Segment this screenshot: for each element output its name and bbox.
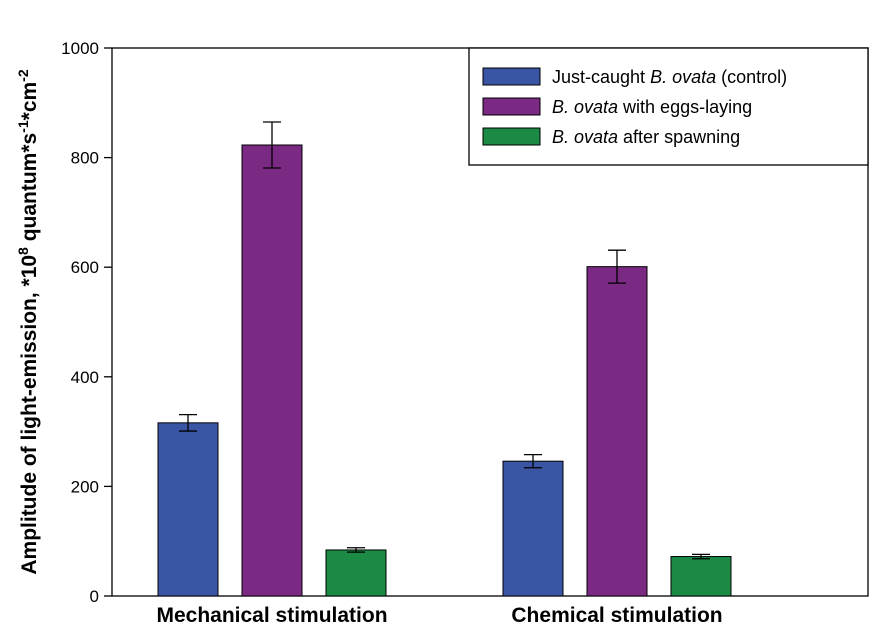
y-tick-label-600: 600 [71, 258, 99, 277]
legend-swatch-2 [482, 127, 541, 146]
bar-0-0 [157, 422, 219, 597]
bar-0-1 [241, 144, 303, 597]
legend-label-2: B. ovata after spawning [552, 127, 740, 147]
y-tick-label-800: 800 [71, 149, 99, 168]
error-bar-0-0 [179, 413, 197, 432]
x-category-label-0: Mechanical stimulation [156, 604, 387, 627]
error-bar-0-2 [347, 547, 365, 553]
bar-0-2 [325, 549, 387, 597]
x-axis-labels: Mechanical stimulation Chemical stimulati… [156, 604, 722, 627]
y-tick-label-1000: 1000 [61, 39, 99, 58]
bar-1-0 [502, 460, 564, 597]
legend: Just-caught B. ovata (control) B. ovata w… [468, 47, 869, 166]
y-tick-label-400: 400 [71, 368, 99, 387]
legend-label-1: B. ovata with eggs-laying [552, 97, 752, 117]
error-bar-1-0 [524, 453, 542, 469]
error-bar-1-2 [692, 553, 710, 560]
bar-1-1 [586, 266, 648, 597]
error-bar-1-1 [608, 249, 626, 284]
bar-1-2 [670, 556, 732, 597]
x-category-label-1: Chemical stimulation [511, 604, 722, 627]
y-tick-label-200: 200 [71, 477, 99, 496]
y-axis-label: Amplitude of light-emission, *108 quantu… [15, 69, 41, 574]
error-bar-0-1 [263, 121, 281, 169]
legend-label-0: Just-caught B. ovata (control) [552, 67, 787, 87]
legend-swatch-1 [482, 97, 541, 116]
bars [157, 121, 732, 597]
legend-swatch-0 [482, 67, 541, 86]
y-axis: 0 200 400 600 800 1000 [61, 39, 112, 606]
y-tick-label-0: 0 [90, 587, 99, 606]
